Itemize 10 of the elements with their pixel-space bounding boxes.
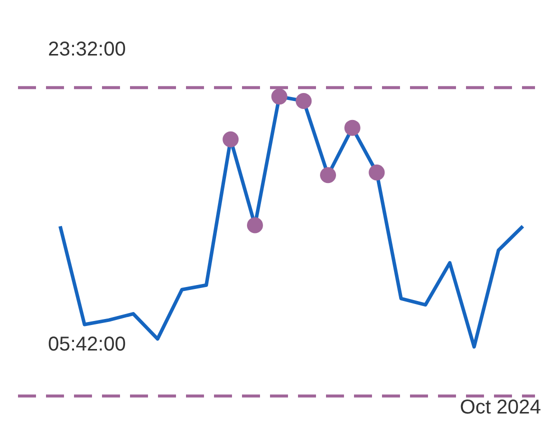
point	[344, 120, 360, 136]
text: Oct 2024	[460, 396, 541, 419]
y-tick-label: 05:42:00	[48, 334, 126, 356]
point	[296, 93, 312, 110]
point	[368, 164, 385, 180]
point	[320, 167, 336, 184]
point	[246, 217, 263, 234]
point	[222, 131, 239, 148]
point	[271, 88, 288, 105]
y-tick-label: 23:32:00	[48, 38, 126, 61]
